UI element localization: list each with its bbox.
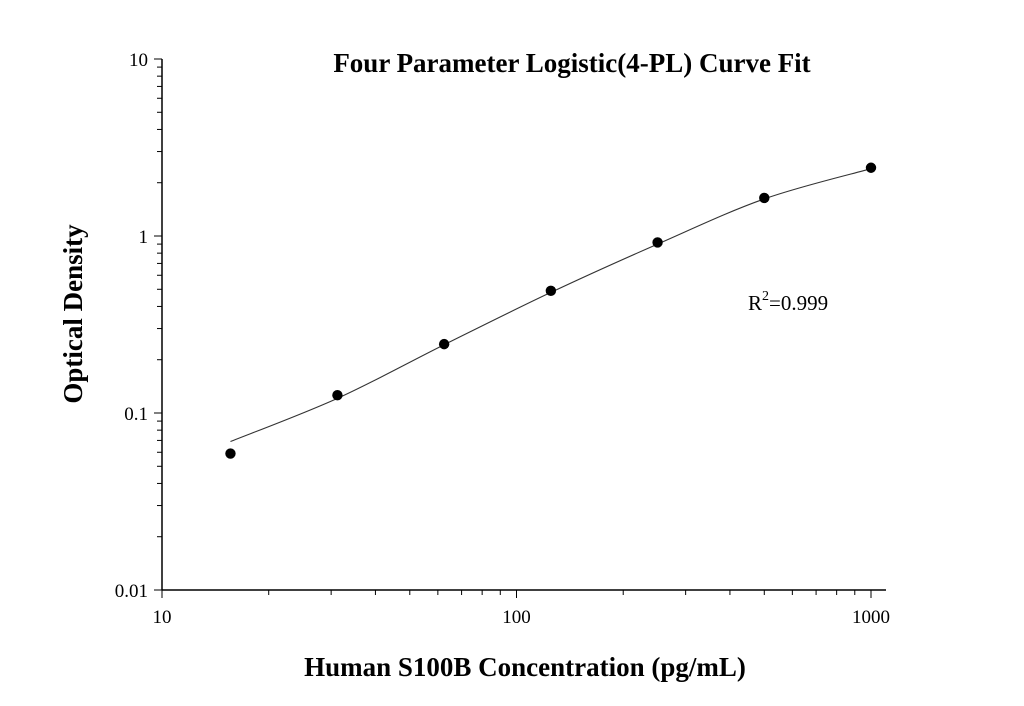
x-tick-label: 1000 bbox=[852, 607, 890, 628]
y-axis-label: Optical Density bbox=[58, 224, 88, 404]
r-squared-superscript: 2 bbox=[762, 289, 769, 304]
y-tick-label: 0.01 bbox=[115, 581, 148, 602]
x-tick-label: 10 bbox=[153, 607, 172, 628]
data-point bbox=[759, 192, 770, 204]
y-tick-label: 0.1 bbox=[124, 404, 148, 425]
data-point bbox=[438, 338, 450, 350]
data-point bbox=[865, 162, 877, 173]
axes bbox=[154, 58, 886, 598]
y-tick-label: 1 bbox=[139, 227, 149, 248]
data-point bbox=[545, 285, 557, 297]
x-axis-label: Human S100B Concentration (pg/mL) bbox=[304, 652, 746, 682]
r-squared-annotation: R2=0.999 bbox=[748, 289, 828, 315]
data-point bbox=[652, 237, 663, 248]
y-tick-label: 10 bbox=[129, 50, 148, 71]
data-points bbox=[225, 162, 877, 459]
r-squared-base: R bbox=[748, 291, 762, 315]
r-squared-value: =0.999 bbox=[769, 291, 828, 315]
data-point bbox=[225, 448, 236, 459]
chart-title: Four Parameter Logistic(4-PL) Curve Fit bbox=[333, 48, 810, 78]
tick-labels: 10 100 1000 0.01 0.1 1 10 bbox=[115, 50, 890, 628]
x-tick-label: 100 bbox=[502, 607, 531, 628]
data-point bbox=[332, 390, 343, 401]
